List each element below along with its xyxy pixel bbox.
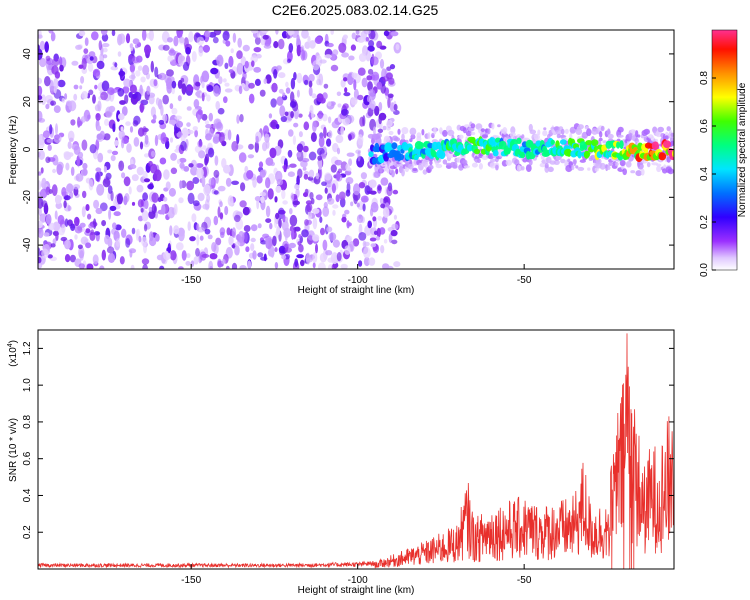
spectrogram-x-tick-label: -100	[348, 275, 368, 286]
snr-x-axis-label: Height of straight line (km)	[298, 585, 415, 596]
snr-x-ticks: -150 -100 -50	[181, 564, 532, 586]
colorbar-ticks: 0.0 0.2 0.4 0.6 0.8	[699, 71, 716, 277]
snr-x-tick-label: -100	[348, 575, 368, 586]
spectrogram-y-ticks: -40 -20 0 20 40	[22, 48, 674, 252]
snr-scale-text: (x10	[8, 347, 19, 367]
spectrogram-y-tick-label: 40	[22, 48, 33, 60]
spectrogram-y-tick-label: -40	[22, 237, 33, 252]
colorbar-tick-label: 0.4	[699, 167, 710, 181]
spectrogram-noise-region	[38, 30, 402, 269]
colorbar-tick-label: 0.2	[699, 215, 710, 229]
colorbar-bar	[711, 29, 738, 271]
snr-y-axis-label: SNR (10 * v/v)	[8, 418, 19, 482]
snr-line	[38, 333, 674, 569]
snr-y-ticks: 0.2 0.4 0.6 0.8 1.0 1.2	[22, 341, 674, 539]
spectrogram-y-axis-label: Frequency (Hz)	[8, 116, 19, 185]
snr-y-tick-label: 0.6	[22, 451, 33, 465]
snr-x-tick-label: -50	[517, 575, 532, 586]
colorbar-tick-label: 0.6	[699, 119, 710, 133]
snr-y-scale-factor: (x104)	[7, 340, 19, 367]
spectrogram-signal-track	[367, 121, 674, 179]
snr-series	[38, 333, 674, 569]
spectrogram-x-tick-label: -150	[181, 275, 201, 286]
spectrogram-x-ticks: -150 -100 -50	[181, 264, 532, 286]
colorbar: 0.0 0.2 0.4 0.6 0.8 Normalized spectral ampl…	[699, 29, 748, 277]
figure-title: C2E6.2025.083.02.14.G25	[272, 2, 439, 18]
snr-scale-exponent: 4	[7, 343, 14, 347]
colorbar-tick-label: 0.0	[699, 263, 710, 277]
spectrogram-x-axis-label: Height of straight line (km)	[298, 285, 415, 296]
snr-y-tick-label: 1.2	[22, 341, 33, 355]
colorbar-label: Normalized spectral amplitude	[737, 82, 748, 217]
spectrogram-panel: -150 -100 -50 -40 -20 0 20 40 Height of straig…	[8, 29, 675, 296]
snr-frame	[37, 329, 675, 570]
spectrogram-y-tick-label: 0	[22, 146, 33, 152]
snr-x-tick-label: -150	[181, 575, 201, 586]
spectrogram-y-tick-label: -20	[22, 190, 33, 205]
snr-y-tick-label: 0.4	[22, 488, 33, 502]
spectrogram-y-tick-label: 20	[22, 96, 33, 108]
spectrogram-x-tick-label: -50	[517, 275, 532, 286]
snr-y-tick-label: 1.0	[22, 378, 33, 392]
colorbar-tick-label: 0.8	[699, 71, 710, 85]
snr-y-tick-label: 0.2	[22, 525, 33, 539]
snr-panel: -150 -100 -50 0.2 0.4 0.6 0.8 1.0 1.2 Height of…	[7, 329, 675, 596]
svg-text:(x104): (x104)	[7, 340, 19, 367]
snr-y-tick-label: 0.8	[22, 415, 33, 429]
